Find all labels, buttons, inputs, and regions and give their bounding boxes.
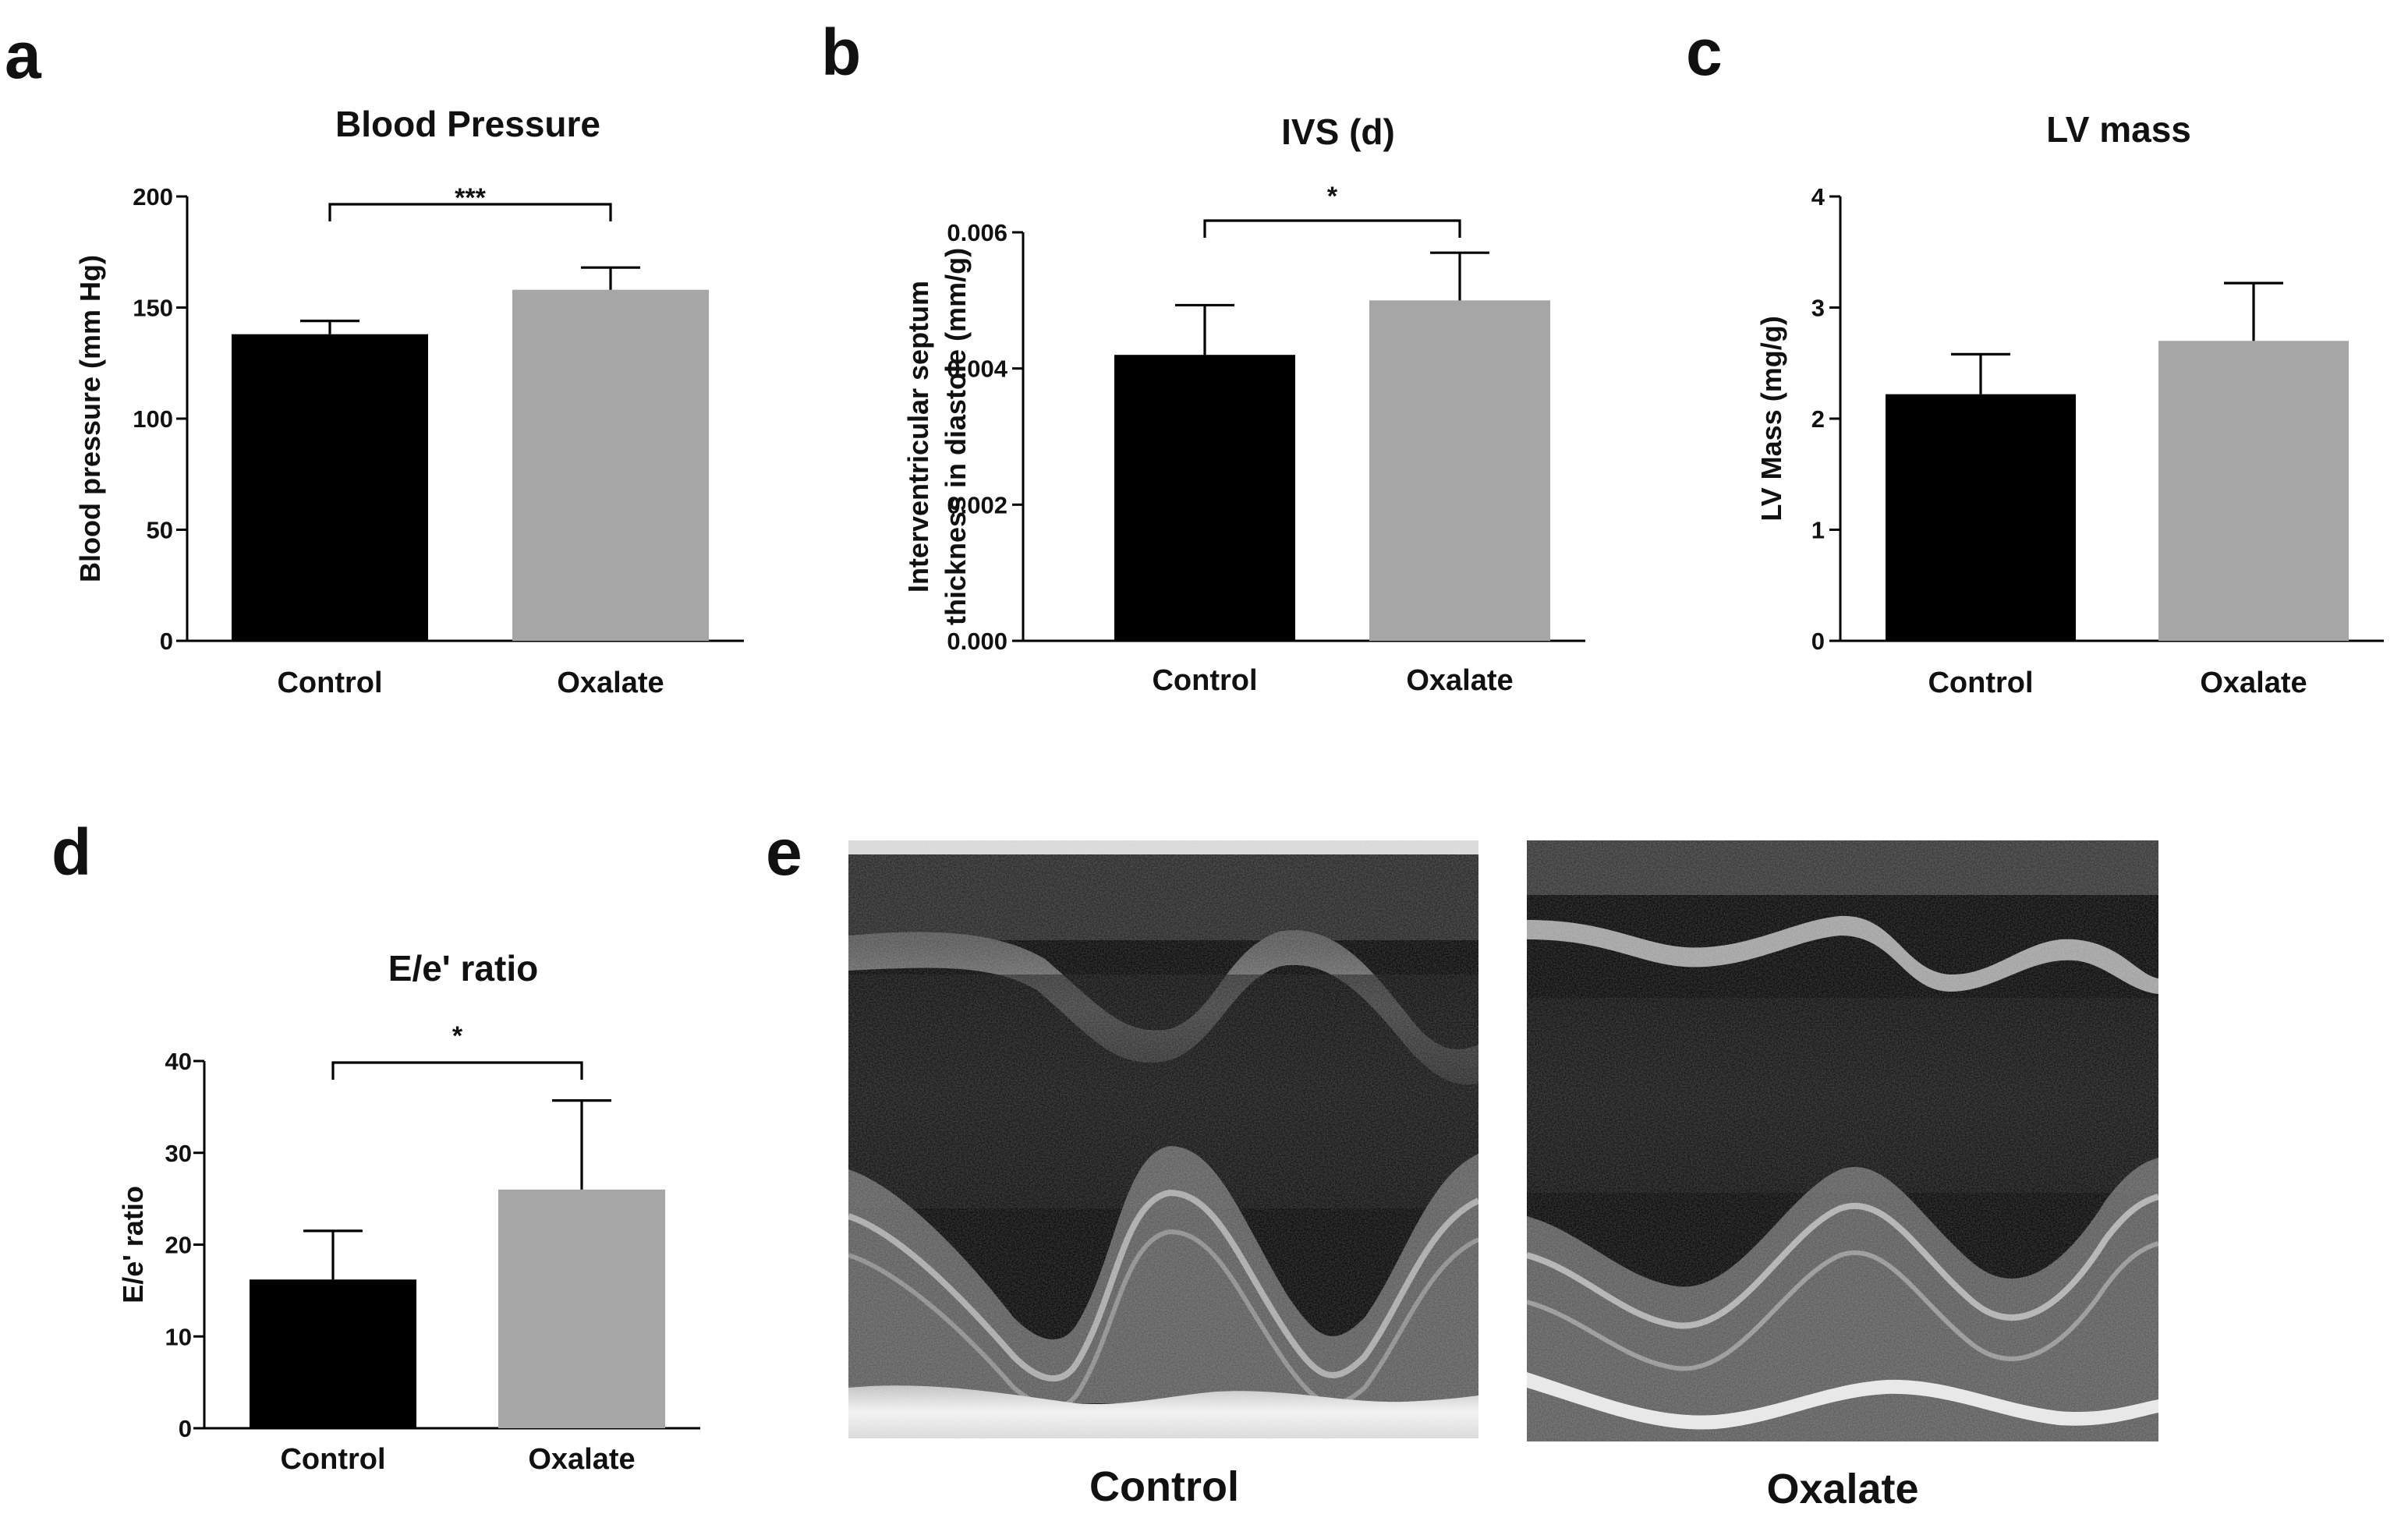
y-tick-label: 2 <box>1811 405 1825 433</box>
y-tick-label: 40 <box>165 1048 192 1075</box>
chart-lv-mass: LV mass LV Mass (mg/g) 0 1 2 3 4 Control Oxalate <box>1755 109 2384 699</box>
significance-bracket <box>328 203 612 221</box>
y-tick-label: 0.002 <box>947 491 1007 518</box>
y-tick-label: 50 <box>147 517 173 544</box>
significance-label: * <box>452 1021 463 1051</box>
y-tick-label: 0.004 <box>947 355 1007 383</box>
y-tick-label: 1 <box>1811 517 1825 544</box>
chart-blood-pressure: Blood Pressure Blood pressure (mm Hg) 0 50 1… <box>74 104 744 699</box>
significance-bracket <box>331 1061 583 1080</box>
panel-letter-e: e <box>766 815 802 889</box>
bar-control <box>250 1279 416 1428</box>
bar-oxalate <box>498 1189 665 1428</box>
echo-image-oxalate <box>1527 840 2158 1441</box>
bar-control <box>1886 394 2076 641</box>
echo-image-control <box>848 840 1478 1438</box>
bar-control <box>232 334 428 641</box>
panel-letter-b: b <box>821 16 861 89</box>
chart-ivs-d: IVS (d) Interventricular septum thickness … <box>902 111 1585 697</box>
chart-e-e-ratio: E/e' ratio E/e' ratio 0 10 20 30 40 Control Oxal… <box>117 948 700 1476</box>
chart-title: LV mass <box>2046 109 2191 150</box>
chart-title: Blood Pressure <box>335 104 600 144</box>
bar-oxalate <box>512 289 709 641</box>
x-tick-label-oxalate: Oxalate <box>557 667 664 699</box>
y-tick-label: 100 <box>133 405 173 433</box>
x-tick-label-control: Control <box>277 667 382 699</box>
y-tick-label: 0 <box>179 1415 192 1442</box>
y-tick-label: 0 <box>160 628 173 655</box>
chart-title: E/e' ratio <box>388 948 538 989</box>
y-tick-label: 3 <box>1811 295 1825 322</box>
x-tick-label-control: Control <box>1152 664 1257 697</box>
y-tick-label: 0 <box>1811 628 1825 655</box>
x-tick-label-oxalate: Oxalate <box>1406 664 1513 697</box>
echo-caption-control: Control <box>1089 1463 1239 1510</box>
y-tick-label: 20 <box>165 1232 192 1259</box>
y-tick-label: 10 <box>165 1323 192 1350</box>
x-tick-label-oxalate: Oxalate <box>2200 667 2307 699</box>
y-tick-label: 0.000 <box>947 628 1007 655</box>
panel-letter-d: d <box>51 815 91 889</box>
bar-oxalate <box>1369 300 1550 641</box>
significance-bracket <box>1203 219 1461 238</box>
y-tick-label: 4 <box>1811 183 1825 210</box>
y-tick-label: 150 <box>133 295 173 322</box>
bar-control <box>1114 355 1295 641</box>
x-tick-label-oxalate: Oxalate <box>528 1443 635 1476</box>
y-tick-label: 200 <box>133 183 173 210</box>
chart-title: IVS (d) <box>1281 111 1395 152</box>
panel-letter-a: a <box>5 19 42 92</box>
echo-caption-oxalate: Oxalate <box>1766 1466 1918 1512</box>
significance-label: *** <box>455 183 486 213</box>
y-axis-label: LV Mass (mg/g) <box>1755 316 1787 521</box>
bar-oxalate <box>2158 341 2349 641</box>
panel-letter-c: c <box>1686 16 1723 89</box>
y-tick-label: 0.006 <box>947 219 1007 246</box>
y-axis-label-line-1: Interventricular septum <box>902 281 934 592</box>
y-axis-label-line-2: thickness in diastole (mm/g) <box>940 248 972 625</box>
x-tick-label-control: Control <box>280 1443 385 1476</box>
y-axis-label: E/e' ratio <box>117 1186 149 1303</box>
y-axis-label: Blood pressure (mm Hg) <box>74 255 106 582</box>
x-tick-label-control: Control <box>1928 667 2033 699</box>
significance-label: * <box>1327 182 1338 211</box>
y-tick-label: 30 <box>165 1140 192 1167</box>
